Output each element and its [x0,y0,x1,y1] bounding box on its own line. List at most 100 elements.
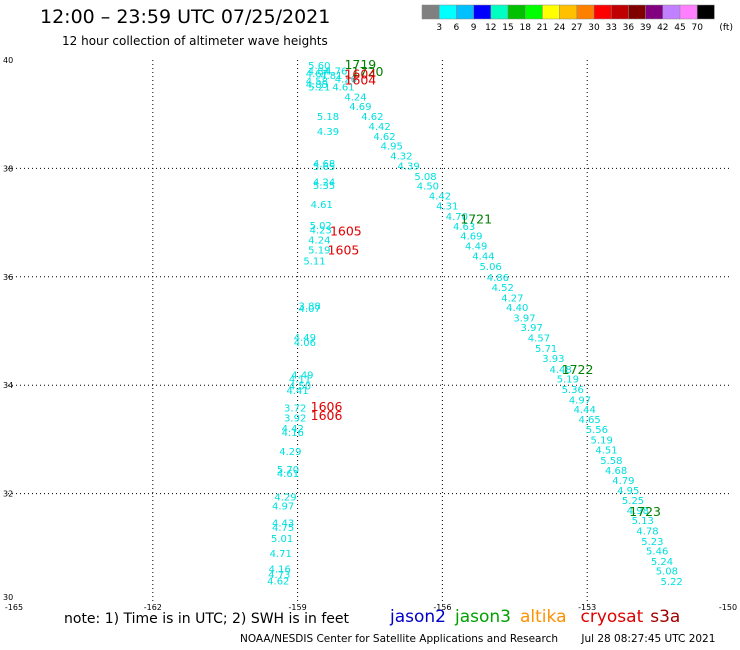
wave-height-value: 4.70 [446,212,468,223]
wave-height-value: 4.29 [274,492,296,503]
wave-height-value: 3.93 [542,354,564,365]
colorbar-swatch [542,4,560,20]
colorbar-label: 9 [471,23,477,33]
wave-height-value: 5.08 [414,172,436,183]
colorbar-swatch [473,4,492,20]
wave-height-value: 5.19 [591,435,613,446]
wave-height-value: 4.63 [453,222,475,233]
colorbar-label: 30 [588,23,600,33]
wave-height-value: 5.36 [562,385,584,396]
colorbar-swatch [662,4,681,20]
wave-height-value: 4.98 [627,506,649,517]
wave-height-value: 4.62 [373,132,395,143]
wave-height-value: 4.42 [369,122,391,133]
colorbar-label: 27 [571,23,582,33]
wave-height-value: 5.71 [535,344,557,355]
wave-height-value: 3.97 [521,323,543,334]
wave-height-value: 4.73 [268,570,290,581]
footer-note: note: 1) Time is in UTC; 2) SWH is in fe… [64,611,350,627]
wave-height-value: 5.18 [317,112,339,123]
wave-height-value: 4.42 [429,192,451,203]
x-tick-label: -150 [719,603,737,612]
pass-time-label: 1606 [311,408,343,423]
satellite-jason3: jason3 [455,607,511,627]
pass-time-label: 1605 [328,243,360,258]
colorbar-swatch [438,4,457,20]
colorbar-swatch [524,4,543,20]
wave-height-value: 4.11 [289,375,311,386]
wave-height-value: 4.79 [612,476,634,487]
wave-height-value: 4.49 [465,241,487,252]
wave-height-value: 4.49 [291,370,313,381]
wave-height-value: 4.97 [272,502,294,513]
wave-height-value: 5.19 [557,375,579,386]
credit-line: NOAA/NESDIS Center for Satellite Applica… [240,633,715,645]
wave-height-value: 4.24 [313,177,335,188]
pass-time-label: 1606 [311,399,343,414]
colorbar-label: 45 [674,23,685,33]
wave-height-value: 4.39 [397,162,419,173]
colorbar-swatch [507,4,526,20]
wave-height-value: 4.49 [294,333,316,344]
wave-height-value: 5.58 [600,456,622,467]
wave-height-value: 4.44 [574,405,596,416]
colorbar-swatch [628,4,646,20]
wave-height-value: 4.52 [492,283,514,294]
wave-height-value: 5.08 [656,567,678,578]
wave-height-value: 5.70 [277,465,299,476]
x-tick-label: -162 [144,603,162,612]
wave-height-value: 4.62 [267,576,289,587]
wave-height-value: 4.67 [306,69,328,80]
wave-height-value: 5.19 [308,246,330,257]
wave-height-value: 5.06 [480,262,502,273]
wave-height-value: 5.60 [308,61,330,72]
wave-height-value: 4.43 [272,518,294,529]
colorbar-label: 12 [485,23,496,33]
pass-time-label: 1721 [460,211,492,226]
satellite-legend: jason2 jason3 altika cryosat s3a [390,607,680,627]
colorbar-label: 6 [454,23,460,33]
wave-height-value: 4.31 [436,201,458,212]
colorbar-label: 70 [691,23,703,33]
wave-height-value: 5.25 [622,496,644,507]
wave-height-value: 4.68 [313,159,335,170]
wave-height-value: 4.16 [282,428,304,439]
wave-height-value: 4.39 [317,127,339,138]
page-subtitle: 12 hour collection of altimeter wave hei… [62,34,328,48]
page-title: 12:00 – 23:59 UTC 07/25/2021 [40,6,331,28]
colorbar-unit: (ft) [719,23,733,33]
colorbar-swatch [679,4,698,20]
credit-timestamp: Jul 28 08:27:45 UTC 2021 [581,633,716,645]
wave-height-value: 4.24 [344,92,366,103]
y-tick-label: 36 [3,273,13,282]
colorbar-swatch [576,4,595,20]
wave-height-value: 5.21 [308,83,330,94]
wave-height-value: 4.26 [335,74,357,85]
wave-height-value: 4.65 [578,415,600,426]
wave-height-value: 4.71 [270,549,292,560]
wave-height-value: 4.76 [325,66,347,77]
wave-height-value: 3.97 [513,313,535,324]
satellite-altika: altika [520,607,567,627]
y-tick-label: 40 [3,56,13,65]
color-scale-legend: 3 6 9 12 15 18 21 24 27 30 33 36 39 42 45 70 (ft) [421,4,733,33]
wave-height-value: 5.65 [313,162,335,173]
wave-height-value: 5.13 [632,516,654,527]
wave-height-value: 4.95 [381,142,403,153]
wave-height-value: 4.69 [460,232,482,243]
wave-height-value: 4.06 [294,338,316,349]
wave-height-value: 4.40 [506,303,528,314]
colorbar-label: 3 [436,23,442,33]
x-tick-label: -165 [5,603,23,612]
wave-height-value: 4.51 [595,446,617,457]
wave-height-value: 4.24 [308,235,330,246]
pass-time-label: 1604 [344,73,376,88]
wave-height-value: 4.68 [605,466,627,477]
wave-height-value: 4.95 [617,486,639,497]
wave-height-value: 5.02 [310,221,332,232]
wave-height-value: 4.32 [390,151,412,162]
wave-height-value: 5.35 [313,181,335,192]
